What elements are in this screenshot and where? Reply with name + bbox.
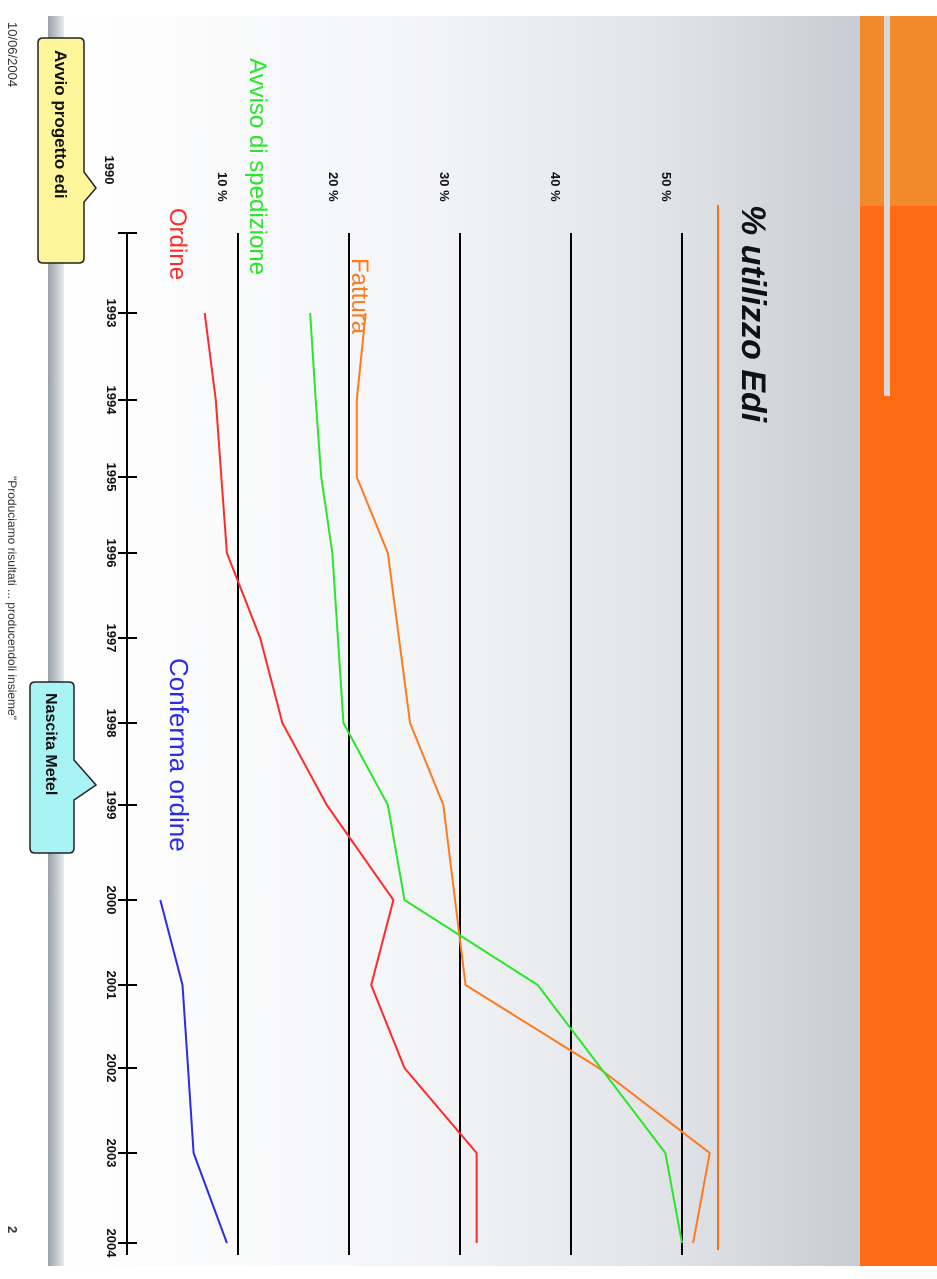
x-tick-label: 1994 [104,386,119,416]
slide-left-shade [48,16,64,1266]
x-tick-label: 2000 [104,886,119,915]
grid-lines [237,233,683,1255]
series-line-ordine [203,312,478,1243]
time-axis: 10 % 20 % 30 % 40 % 50 % 1990 1993 1994 1995 1996… [102,156,674,1259]
series-line-conferma-ordine [159,899,228,1244]
x-tick-label: 1993 [104,299,119,328]
series-label: Conferma ordine [164,658,194,852]
chart-title: % utilizzo Edi [734,205,772,424]
series-line-avviso-di-spedizione [309,312,683,1244]
x-tick-label: 1996 [104,539,119,568]
y-tick-label: 50 % [659,172,674,202]
footer-slogan: "Produciamo risultati ... producendoli i… [5,476,19,720]
callout-edi: Avvio progetto edi [37,37,97,264]
series-label: Avviso di spedizione [244,58,271,275]
y-tick-label: 30 % [437,172,452,202]
page-number: 2 [5,1226,20,1233]
x-tick-label: 2004 [104,1229,119,1259]
callout-metel: Nascita Metel [29,681,98,854]
x-tick-label: 1999 [104,791,119,820]
x-tick-label: 1995 [104,463,119,492]
callout-edi-label: Avvio progetto edi [51,50,70,199]
series-labels: Fattura Avviso di spedizione Ordine Conferm… [164,58,373,852]
band-curve [830,16,890,396]
y-tick-label: 20 % [326,172,341,202]
slide-background [48,16,860,1266]
series-label: Fattura [346,258,373,335]
series-line-fattura [355,312,711,1244]
footer-date: 10/06/2004 [5,22,20,87]
x-tick-label: 1997 [104,624,119,653]
series-label: Ordine [164,208,191,280]
orange-band [860,16,937,1266]
x-tick-label: 2001 [104,971,119,1000]
y-tick-label: 10 % [215,172,230,202]
callout-metel-label: Nascita Metel [42,693,59,795]
x-tick-label: 2003 [104,1139,119,1168]
x-tick-label: 1998 [104,709,119,738]
x-tick-label: 1990 [102,156,117,185]
y-tick-label: 40 % [548,172,563,202]
series-lines [159,312,711,1244]
x-tick-label: 2002 [104,1054,119,1083]
